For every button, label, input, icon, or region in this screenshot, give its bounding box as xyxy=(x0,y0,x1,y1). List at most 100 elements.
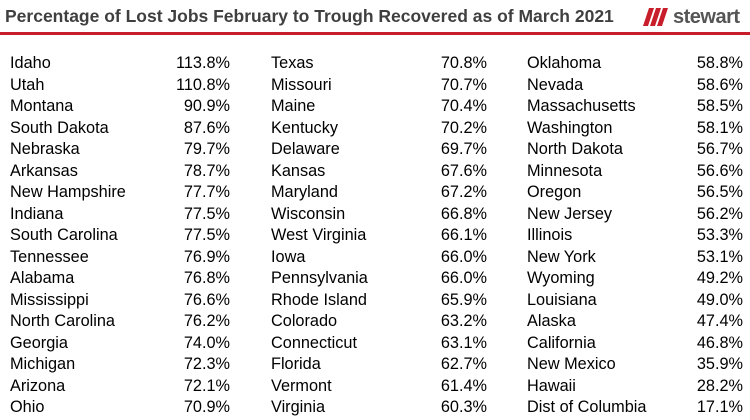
table-row: New York 53.1% xyxy=(527,247,743,269)
recovered-percent: 66.1% xyxy=(440,226,487,244)
recovered-percent: 62.7% xyxy=(440,355,487,373)
table-row: Dist of Columbia 17.1% xyxy=(527,397,743,419)
state-name: Louisiana xyxy=(527,290,597,309)
state-name: Mississippi xyxy=(10,290,89,309)
recovered-percent: 58.8% xyxy=(696,54,743,72)
recovered-percent: 47.4% xyxy=(696,312,743,330)
table-row: California 46.8% xyxy=(527,333,743,355)
state-name: North Dakota xyxy=(527,140,623,158)
recovered-percent: 53.3% xyxy=(696,226,743,244)
state-name: Vermont xyxy=(271,376,332,395)
recovered-percent: 49.0% xyxy=(696,290,743,309)
recovered-percent: 70.9% xyxy=(183,398,230,416)
table-row: Alabama 76.8% xyxy=(10,268,230,290)
recovered-percent: 58.1% xyxy=(696,118,743,137)
state-name: Texas xyxy=(271,54,314,72)
table-row: Arkansas 78.7% xyxy=(10,161,230,183)
table-row: Vermont 61.4% xyxy=(271,376,487,398)
state-name: Alabama xyxy=(10,269,75,287)
table-row: Mississippi 76.6% xyxy=(10,290,230,312)
state-name: South Carolina xyxy=(10,226,118,244)
table-row: South Carolina 77.5% xyxy=(10,225,230,247)
table-row: New Jersey 56.2% xyxy=(527,204,743,226)
state-name: Nebraska xyxy=(10,140,80,158)
recovered-percent: 79.7% xyxy=(183,140,230,158)
state-name: Delaware xyxy=(271,140,340,158)
recovered-percent: 70.7% xyxy=(440,75,487,94)
state-name: Illinois xyxy=(527,226,573,244)
state-name: Iowa xyxy=(271,247,306,266)
table-row: South Dakota 87.6% xyxy=(10,118,230,140)
state-name: Montana xyxy=(10,97,74,115)
state-name: New Mexico xyxy=(527,355,616,373)
table-row: Alaska 47.4% xyxy=(527,311,743,333)
state-name: Washington xyxy=(527,118,613,137)
table-row: Maine 70.4% xyxy=(271,96,487,118)
table-row: Wyoming 49.2% xyxy=(527,268,743,290)
state-name: Kentucky xyxy=(271,118,338,137)
state-name: Indiana xyxy=(10,204,64,223)
recovered-percent: 58.6% xyxy=(696,75,743,94)
state-name: North Carolina xyxy=(10,312,115,330)
recovered-percent: 17.1% xyxy=(696,398,743,416)
recovered-percent: 56.7% xyxy=(696,140,743,158)
state-name: Wisconsin xyxy=(271,204,346,223)
table-row: Georgia 74.0% xyxy=(10,333,230,355)
recovered-percent: 72.1% xyxy=(183,376,230,395)
table-row: New Mexico 35.9% xyxy=(527,354,743,376)
table-row: Utah 110.8% xyxy=(10,75,230,97)
table-row: Massachusetts 58.5% xyxy=(527,96,743,118)
recovered-percent: 70.8% xyxy=(440,54,487,72)
table-row: Kentucky 70.2% xyxy=(271,118,487,140)
recovered-percent: 63.2% xyxy=(440,312,487,330)
state-name: Hawaii xyxy=(527,376,576,395)
recovered-percent: 67.6% xyxy=(440,161,487,180)
recovered-percent: 110.8% xyxy=(175,75,230,94)
table-row: Virginia 60.3% xyxy=(271,397,487,419)
state-name: Tennessee xyxy=(10,247,89,266)
state-name: Maine xyxy=(271,97,316,115)
table-row: Rhode Island 65.9% xyxy=(271,290,487,312)
state-name: Utah xyxy=(10,75,45,94)
table-row: Oregon 56.5% xyxy=(527,182,743,204)
state-name: Oregon xyxy=(527,183,582,201)
table-row: Missouri 70.7% xyxy=(271,75,487,97)
header-divider xyxy=(0,32,750,35)
table-row: Hawaii 28.2% xyxy=(527,376,743,398)
state-name: Michigan xyxy=(10,355,76,373)
state-name: New Jersey xyxy=(527,204,613,223)
table-row: Maryland 67.2% xyxy=(271,182,487,204)
recovered-percent: 90.9% xyxy=(183,97,230,115)
table-row: Tennessee 76.9% xyxy=(10,247,230,269)
state-name: Florida xyxy=(271,355,321,373)
table-row: Arizona 72.1% xyxy=(10,376,230,398)
table-row: Washington 58.1% xyxy=(527,118,743,140)
table-row: Oklahoma 58.8% xyxy=(527,53,743,75)
state-name: Missouri xyxy=(271,75,332,94)
state-name: California xyxy=(527,333,596,352)
state-name: Massachusetts xyxy=(527,97,636,115)
table-row: North Carolina 76.2% xyxy=(10,311,230,333)
state-name: Rhode Island xyxy=(271,290,367,309)
table-row: Colorado 63.2% xyxy=(271,311,487,333)
state-name: Pennsylvania xyxy=(271,269,368,287)
logo-text: stewart xyxy=(673,5,740,28)
recovered-percent: 66.8% xyxy=(440,204,487,223)
recovered-percent: 56.6% xyxy=(696,161,743,180)
recovered-percent: 66.0% xyxy=(440,247,487,266)
recovered-percent: 70.4% xyxy=(440,97,487,115)
table-row: New Hampshire 77.7% xyxy=(10,182,230,204)
recovered-percent: 69.7% xyxy=(440,140,487,158)
state-name: Wyoming xyxy=(527,269,595,287)
state-name: Minnesota xyxy=(527,161,603,180)
recovered-percent: 63.1% xyxy=(440,333,487,352)
table-row: Idaho 113.8% xyxy=(10,53,230,75)
table-row: West Virginia 66.1% xyxy=(271,225,487,247)
recovered-percent: 61.4% xyxy=(440,376,487,395)
table-row: Indiana 77.5% xyxy=(10,204,230,226)
recovered-percent: 77.7% xyxy=(183,183,230,201)
state-name: South Dakota xyxy=(10,118,109,137)
state-name: Colorado xyxy=(271,312,338,330)
state-name: Alaska xyxy=(527,312,576,330)
recovered-percent: 28.2% xyxy=(696,376,743,395)
